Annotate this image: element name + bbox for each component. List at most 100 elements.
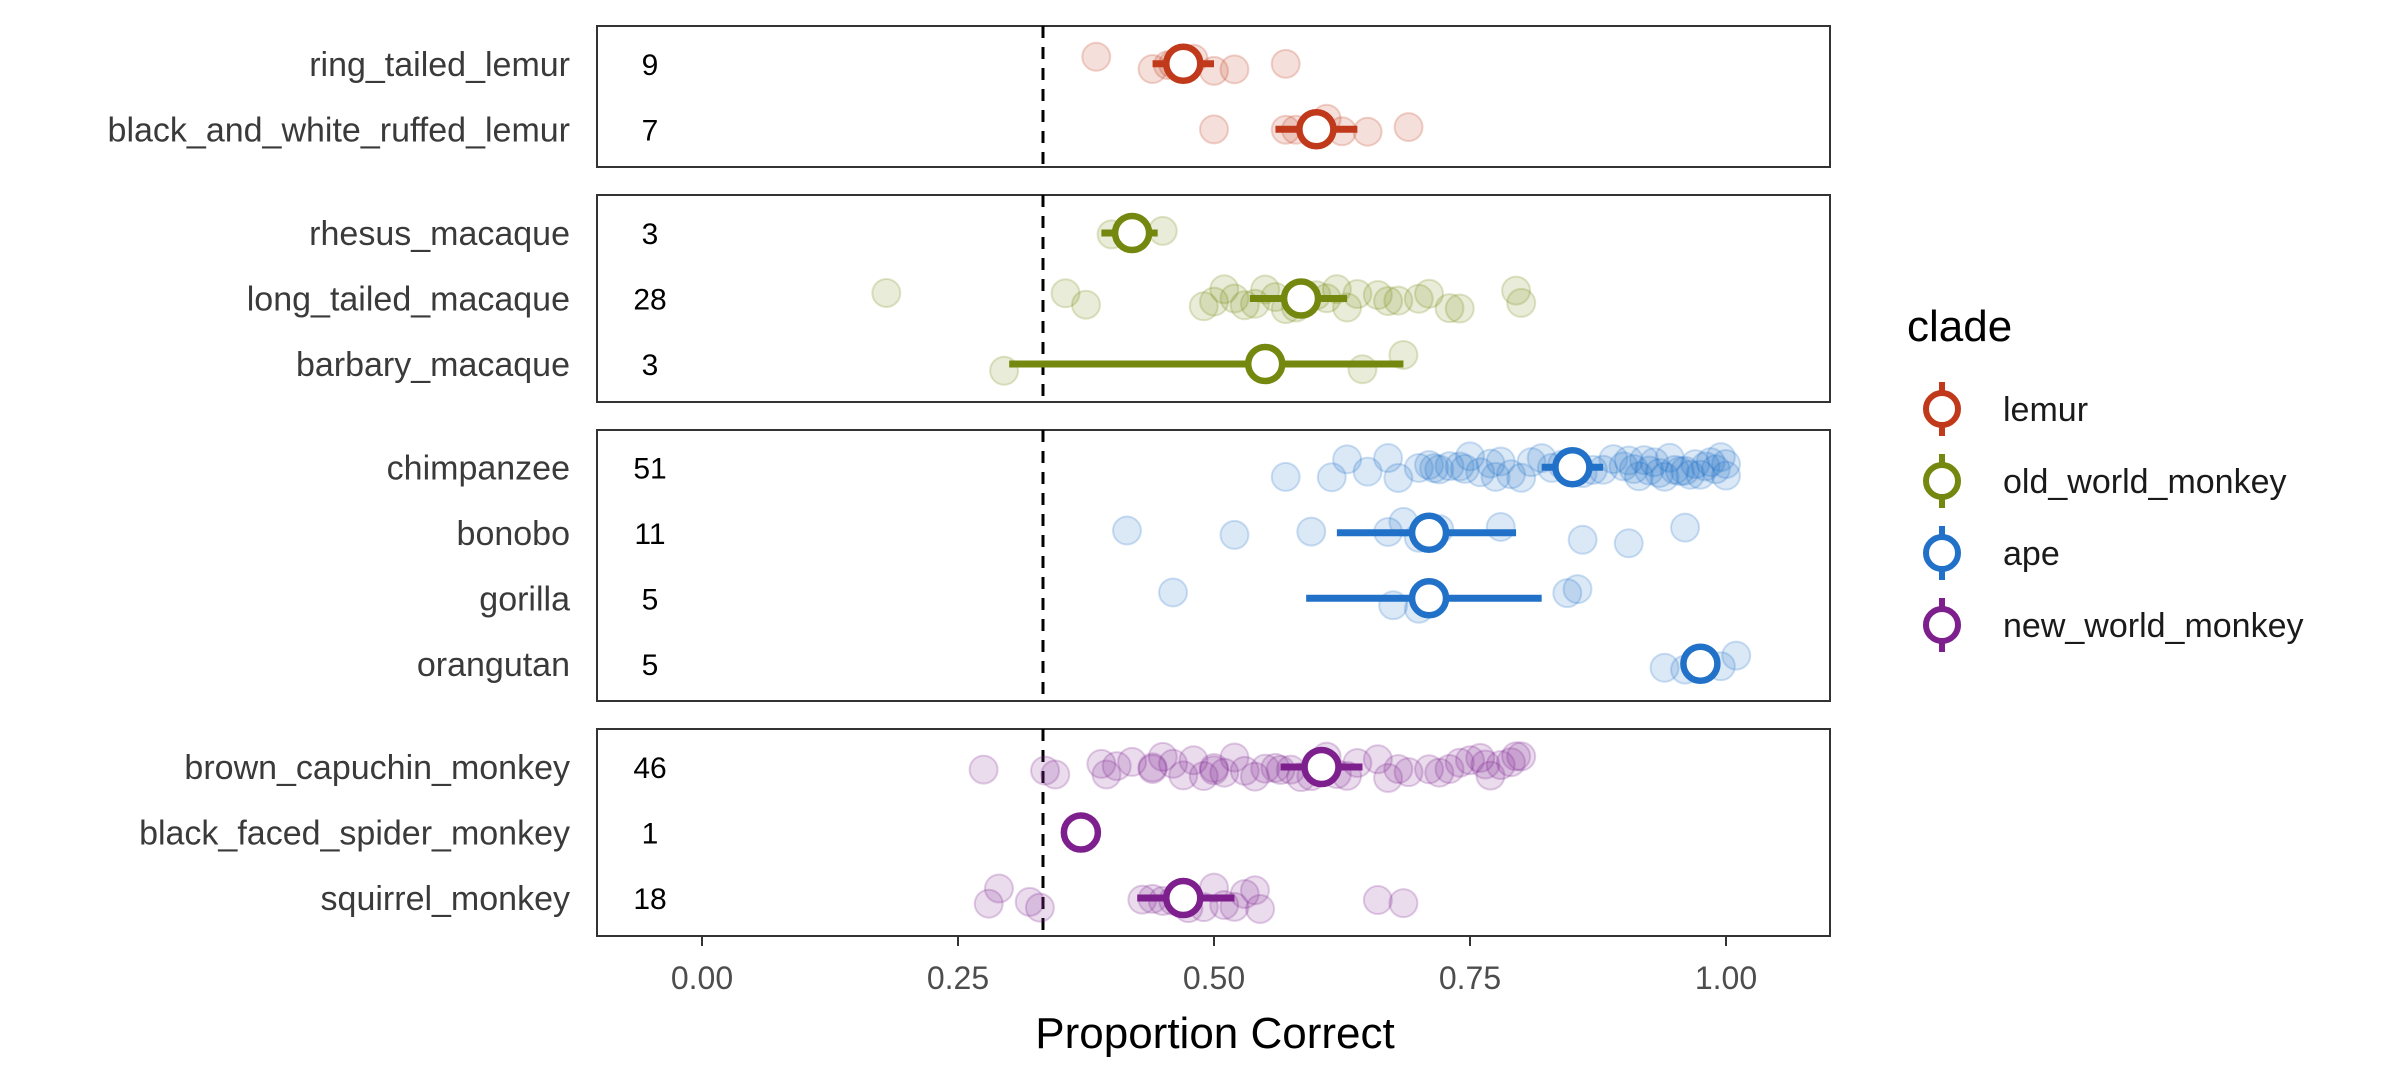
- x-tick-label: 0.00: [671, 960, 733, 996]
- legend-label: new_world_monkey: [2003, 607, 2304, 645]
- data-point: [1480, 461, 1511, 492]
- data-point: [1373, 762, 1404, 793]
- data-point: [968, 754, 999, 785]
- data-point: [1362, 885, 1393, 916]
- data-point: [1101, 751, 1132, 782]
- data-point: [1168, 760, 1199, 791]
- data-point: [1030, 755, 1061, 786]
- x-tick-label: 0.25: [927, 960, 989, 996]
- data-point: [1670, 455, 1701, 486]
- data-point: [1670, 512, 1701, 543]
- data-point: [1373, 443, 1404, 474]
- data-point: [1414, 754, 1445, 785]
- data-point: [1414, 278, 1445, 309]
- data-point: [1086, 748, 1117, 779]
- data-point: [1250, 753, 1281, 784]
- data-point: [1485, 446, 1516, 477]
- data-point: [871, 277, 902, 308]
- data-point: [1117, 746, 1148, 777]
- data-point: [1465, 742, 1496, 773]
- species-row-bonobo: bonobo 11: [457, 506, 1701, 559]
- data-point: [1444, 747, 1475, 778]
- data-point: [1444, 451, 1475, 482]
- data-point: [1393, 112, 1424, 143]
- data-point: [1178, 745, 1209, 776]
- species-row-squirrel_monkey: squirrel_monkey 18: [321, 872, 1419, 924]
- legend-item-old_world_monkey: old_world_monkey: [1923, 454, 2287, 508]
- data-point: [1501, 741, 1532, 772]
- data-point: [1239, 875, 1270, 906]
- data-point: [1664, 456, 1695, 487]
- data-point: [1695, 447, 1726, 478]
- data-point: [1567, 524, 1598, 555]
- data-point: [1332, 444, 1363, 475]
- sample-size-label: 18: [633, 883, 666, 916]
- data-point: [1629, 445, 1660, 476]
- legend-label: old_world_monkey: [2003, 463, 2287, 501]
- legend-key-marker: [1923, 534, 1961, 572]
- data-point: [1316, 462, 1347, 493]
- data-point: [1485, 511, 1516, 542]
- data-point: [1188, 761, 1219, 792]
- data-point: [1608, 451, 1639, 482]
- data-point: [1444, 293, 1475, 324]
- data-point: [1239, 761, 1270, 792]
- data-point: [1613, 445, 1644, 476]
- data-point: [1373, 286, 1404, 317]
- data-point: [1455, 441, 1485, 472]
- data-point: [1685, 459, 1716, 490]
- data-point: [1623, 461, 1654, 492]
- data-point: [1465, 457, 1496, 488]
- panel-border: [596, 25, 1831, 168]
- data-point: [1680, 449, 1711, 480]
- data-point: [1649, 461, 1680, 492]
- data-point: [1209, 757, 1240, 788]
- species-row-ring_tailed_lemur: ring_tailed_lemur 9: [309, 41, 1301, 86]
- data-point: [1296, 516, 1327, 547]
- data-point: [1639, 447, 1670, 478]
- species-row-barbary_macaque: barbary_macaque 3: [296, 339, 1419, 386]
- data-point: [1700, 454, 1731, 485]
- species-label: orangutan: [417, 646, 570, 684]
- panel-border: [596, 194, 1831, 403]
- data-point: [1562, 574, 1593, 605]
- sample-size-label: 51: [633, 452, 666, 485]
- mean-marker: [1408, 512, 1450, 553]
- mean-marker: [1301, 746, 1342, 788]
- species-row-long_tailed_macaque: long_tailed_macaque 28: [247, 274, 1537, 325]
- data-point: [1618, 454, 1649, 485]
- data-point: [1014, 886, 1045, 917]
- species-label: black_faced_spider_monkey: [139, 815, 570, 853]
- species-label: brown_capuchin_monkey: [184, 749, 570, 787]
- data-point: [1644, 457, 1675, 488]
- mean-marker: [1408, 578, 1450, 619]
- data-point: [1383, 462, 1414, 493]
- data-point: [1219, 54, 1250, 85]
- sample-size-label: 46: [633, 752, 666, 785]
- data-point: [1721, 640, 1752, 671]
- data-point: [1383, 285, 1414, 316]
- data-point: [1711, 449, 1741, 480]
- data-point: [1434, 754, 1465, 785]
- data-point: [1219, 519, 1250, 550]
- data-point: [1199, 286, 1229, 317]
- sample-size-label: 3: [642, 218, 659, 251]
- x-tick-label: 0.50: [1183, 960, 1245, 996]
- legend-item-new_world_monkey: new_world_monkey: [1923, 598, 2304, 652]
- legend-label: lemur: [2003, 391, 2088, 429]
- panel-lemur: ring_tailed_lemur 9 black_and_white_ruffed…: [108, 25, 1831, 168]
- panel-ape: chimpanzee 51 bonobo 11 gorilla 5 orangutan 5: [387, 429, 1831, 702]
- mean-marker: [1163, 877, 1204, 919]
- data-point: [1137, 753, 1168, 784]
- data-point: [1219, 742, 1250, 773]
- data-point: [1403, 283, 1434, 314]
- data-point: [1137, 752, 1168, 783]
- data-point: [1506, 462, 1537, 493]
- data-point: [1209, 274, 1240, 305]
- data-point: [1475, 448, 1506, 479]
- data-point: [1229, 755, 1260, 786]
- mean-marker: [1244, 343, 1286, 385]
- data-point: [1495, 747, 1526, 778]
- species-label: barbary_macaque: [296, 346, 570, 384]
- data-point: [1024, 892, 1055, 923]
